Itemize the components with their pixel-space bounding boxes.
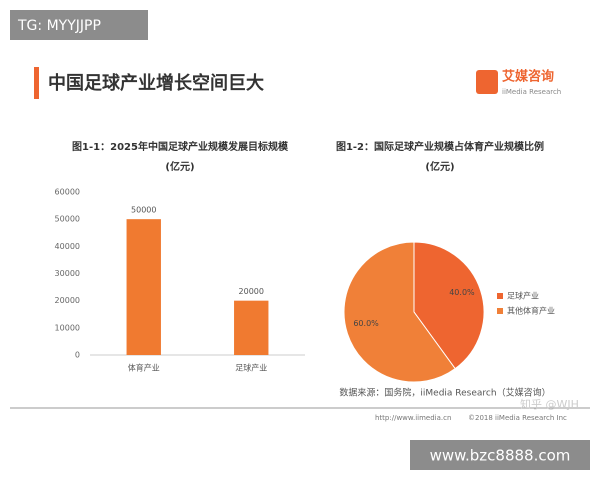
value-label: 50000 (131, 206, 156, 215)
y-tick-label: 20000 (55, 296, 80, 305)
bar (234, 300, 269, 355)
bar (126, 219, 161, 355)
legend-label: 其他体育产业 (507, 306, 555, 316)
legend-label: 足球产业 (507, 291, 539, 301)
x-tick-label: 足球产业 (235, 363, 267, 373)
y-tick-label: 50000 (55, 215, 80, 224)
y-tick-label: 0 (75, 351, 80, 360)
chart-subtitle: (亿元) (425, 160, 454, 173)
site-box (410, 440, 590, 470)
footer-copyright: ©2018 iiMedia Research Inc (468, 414, 567, 422)
pie-slice (343, 241, 456, 383)
value-label: 20000 (239, 287, 264, 296)
watermark-box (10, 10, 148, 40)
y-tick-label: 60000 (55, 188, 80, 197)
page-title: 中国足球产业增长空间巨大 (48, 72, 264, 94)
legend-swatch (497, 308, 503, 314)
y-tick-label: 30000 (55, 269, 80, 278)
site: www.bzc8888.com (430, 447, 571, 465)
x-tick-label: 体育产业 (128, 363, 160, 373)
logo-icon (476, 70, 498, 94)
logo-en: iiMedia Research (502, 88, 561, 96)
legend-swatch (497, 293, 503, 299)
value-label: 40.0% (449, 288, 475, 297)
logo-cn: 艾媒咨询 (502, 69, 554, 85)
value-label: 60.0% (353, 319, 379, 328)
pie-slice (413, 241, 485, 370)
title-bar (34, 67, 39, 99)
zhihu-watermark: 知乎 @WJH (520, 397, 579, 411)
watermark: TG: MYYJJPP (17, 18, 101, 34)
chart-title: 图1-1：2025年中国足球产业规模发展目标规模 (72, 140, 289, 153)
y-tick-label: 40000 (55, 242, 80, 251)
chart-subtitle: (亿元) (165, 160, 194, 173)
y-tick-label: 10000 (55, 323, 80, 332)
footer-url: http://www.iimedia.cn (375, 414, 451, 422)
source: 数据来源：国务院，iiMedia Research（艾媒咨询） (339, 387, 550, 399)
chart-title: 图1-2：国际足球产业规模占体育产业规模比例 (336, 140, 544, 153)
